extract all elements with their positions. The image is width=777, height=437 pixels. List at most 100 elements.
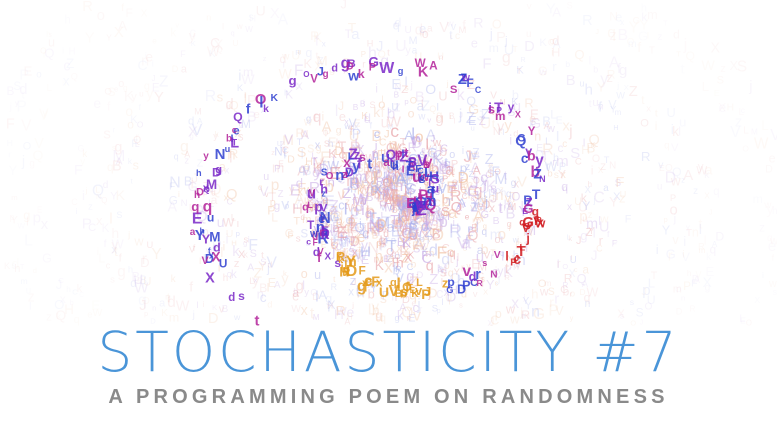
art-letter: B: [396, 193, 406, 209]
art-letter: B: [247, 109, 257, 125]
art-letter: J: [376, 39, 383, 55]
art-letter: x: [301, 303, 308, 319]
art-letter: S: [441, 204, 450, 219]
art-letter: Q: [672, 165, 681, 179]
art-letter: K: [304, 57, 313, 71]
art-letter: Q: [229, 99, 239, 113]
art-letter: a: [331, 203, 338, 216]
art-letter: X: [188, 125, 198, 141]
art-letter: D: [715, 230, 724, 244]
art-letter: O: [350, 223, 359, 236]
art-letter: E: [320, 150, 331, 167]
art-letter: E: [413, 167, 423, 184]
art-letter: U: [379, 284, 389, 300]
art-letter: X: [613, 191, 621, 203]
art-letter: a: [477, 243, 484, 257]
art-letter: I: [556, 129, 560, 145]
art-letter: T: [651, 270, 658, 282]
art-letter: G: [531, 116, 542, 131]
art-letter: e: [515, 260, 519, 269]
art-letter: U: [418, 169, 429, 186]
art-letter: F: [334, 234, 339, 244]
art-letter: z: [619, 191, 625, 206]
art-letter: W: [462, 279, 469, 288]
art-letter: Z: [466, 110, 475, 127]
art-letter: P: [462, 279, 470, 293]
art-letter: V: [259, 183, 269, 199]
art-letter: z: [406, 150, 411, 161]
art-letter: x: [224, 193, 229, 204]
art-letter: O: [441, 162, 451, 177]
art-letter: l: [437, 103, 439, 114]
art-letter: T: [297, 137, 303, 147]
art-letter: f: [104, 239, 107, 250]
art-letter: R: [384, 184, 391, 194]
art-letter: R: [563, 281, 569, 290]
art-letter: Z: [46, 313, 52, 323]
art-letter: W: [754, 135, 769, 152]
art-letter: F: [625, 214, 632, 226]
art-letter: W: [392, 217, 405, 232]
art-letter: g: [436, 110, 442, 122]
art-letter: r: [546, 160, 550, 172]
art-letter: D: [535, 148, 544, 162]
art-letter: f: [617, 60, 621, 76]
art-letter: O: [742, 143, 749, 153]
art-letter: d: [461, 289, 467, 301]
art-letter: a: [292, 285, 299, 299]
art-letter: r: [437, 158, 440, 167]
art-letter: T: [490, 248, 496, 258]
art-letter: K: [191, 39, 196, 48]
art-letter: r: [319, 225, 324, 239]
art-letter: a: [583, 264, 590, 277]
art-letter: B: [419, 175, 426, 185]
art-letter: C: [88, 222, 96, 234]
art-letter: O: [511, 191, 520, 204]
art-letter: L: [545, 137, 551, 148]
art-letter: b: [563, 285, 570, 299]
art-letter: K: [328, 146, 337, 161]
art-letter: y: [297, 195, 301, 204]
art-letter: X: [114, 24, 124, 41]
art-letter: x: [489, 201, 495, 215]
art-letter: y: [371, 299, 379, 316]
art-letter: e: [87, 310, 92, 321]
art-letter: f: [283, 146, 287, 162]
art-letter: J: [576, 235, 581, 247]
art-letter: R: [542, 142, 553, 159]
art-letter: B: [333, 209, 342, 224]
art-letter: x: [468, 278, 473, 289]
art-letter: l: [220, 244, 223, 260]
art-letter: M: [407, 214, 413, 223]
art-letter: d: [552, 33, 559, 48]
art-letter: x: [403, 244, 409, 258]
art-letter: g: [115, 139, 123, 155]
art-letter: q: [107, 160, 114, 174]
art-letter: K: [374, 182, 383, 197]
art-letter: K: [124, 88, 134, 105]
art-letter: p: [664, 215, 668, 224]
art-letter: V: [364, 159, 375, 176]
art-letter: g: [398, 66, 404, 77]
art-letter: t: [498, 200, 503, 217]
art-letter: b: [400, 288, 407, 300]
art-letter: u: [471, 124, 475, 133]
art-letter: x: [448, 165, 455, 180]
art-letter: s: [307, 141, 314, 157]
art-letter: G: [666, 246, 676, 261]
art-letter: N: [464, 188, 471, 198]
art-letter: I: [395, 290, 398, 304]
art-letter: b: [398, 196, 404, 207]
art-letter: B: [360, 99, 366, 109]
art-letter: D: [692, 273, 700, 285]
art-letter: o: [378, 97, 385, 112]
art-letter: k: [77, 283, 83, 295]
art-letter: p: [422, 208, 429, 222]
art-letter: b: [356, 284, 361, 293]
art-letter: X: [480, 178, 487, 189]
art-letter: Y: [413, 169, 420, 180]
art-letter: i: [248, 235, 250, 245]
art-letter: b: [593, 65, 598, 75]
art-letter: h: [531, 286, 538, 301]
art-letter: X: [295, 81, 303, 93]
